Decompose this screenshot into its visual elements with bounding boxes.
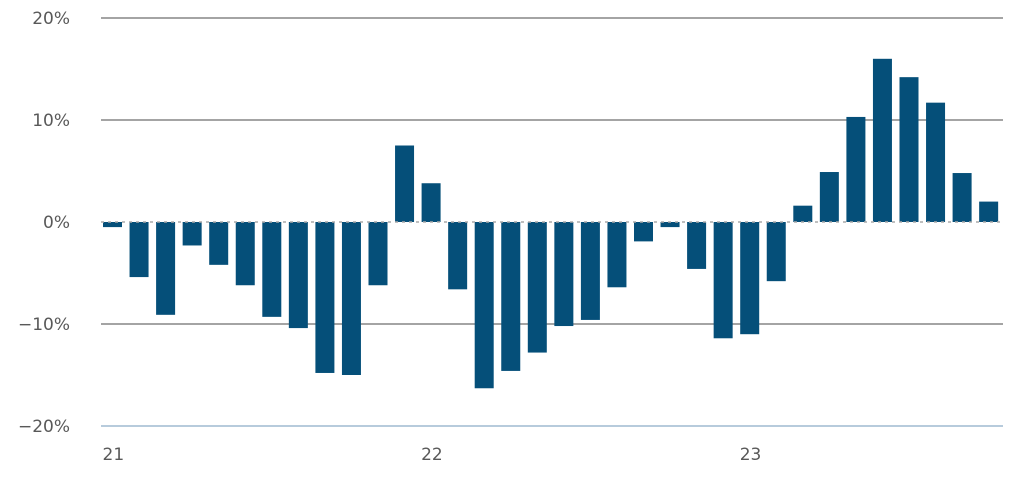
y-tick-label: −10% — [18, 315, 70, 335]
bar — [474, 222, 494, 389]
bar — [979, 201, 999, 222]
bar — [634, 222, 653, 242]
bar — [952, 173, 972, 222]
bar — [288, 222, 308, 329]
x-tick-label: 21 — [103, 445, 125, 465]
bar — [713, 222, 733, 339]
y-tick-label: −20% — [18, 417, 70, 437]
y-tick-label: 20% — [32, 9, 70, 29]
bar — [926, 102, 946, 222]
bar — [554, 222, 574, 327]
bar — [235, 222, 255, 286]
bar — [687, 222, 707, 269]
bar — [262, 222, 282, 317]
x-tick-label: 23 — [740, 445, 762, 465]
y-tick-label: 0% — [43, 213, 70, 233]
bar — [501, 222, 521, 371]
bar — [103, 222, 122, 228]
bar — [660, 222, 680, 228]
bar — [766, 222, 786, 282]
bar — [819, 172, 839, 222]
bar — [341, 222, 361, 375]
bar — [527, 222, 547, 353]
bar — [421, 183, 441, 222]
bar — [899, 77, 919, 222]
y-tick-label: 10% — [32, 111, 70, 131]
x-axis-labels: 21 22 23 — [103, 445, 762, 465]
x-tick-label: 22 — [421, 445, 443, 465]
bars — [103, 58, 999, 389]
bar — [740, 222, 760, 335]
bar — [607, 222, 627, 288]
y-axis-labels: 20% 10% 0% −10% −20% — [18, 9, 70, 437]
bar — [846, 116, 866, 222]
bar — [368, 222, 388, 286]
bar — [580, 222, 600, 320]
bar — [395, 145, 415, 222]
bar — [129, 222, 149, 278]
bar — [793, 205, 813, 222]
bar — [448, 222, 468, 290]
bar — [182, 222, 202, 246]
bar — [872, 58, 892, 222]
bar — [156, 222, 176, 315]
bar — [209, 222, 229, 265]
bar — [315, 222, 335, 373]
